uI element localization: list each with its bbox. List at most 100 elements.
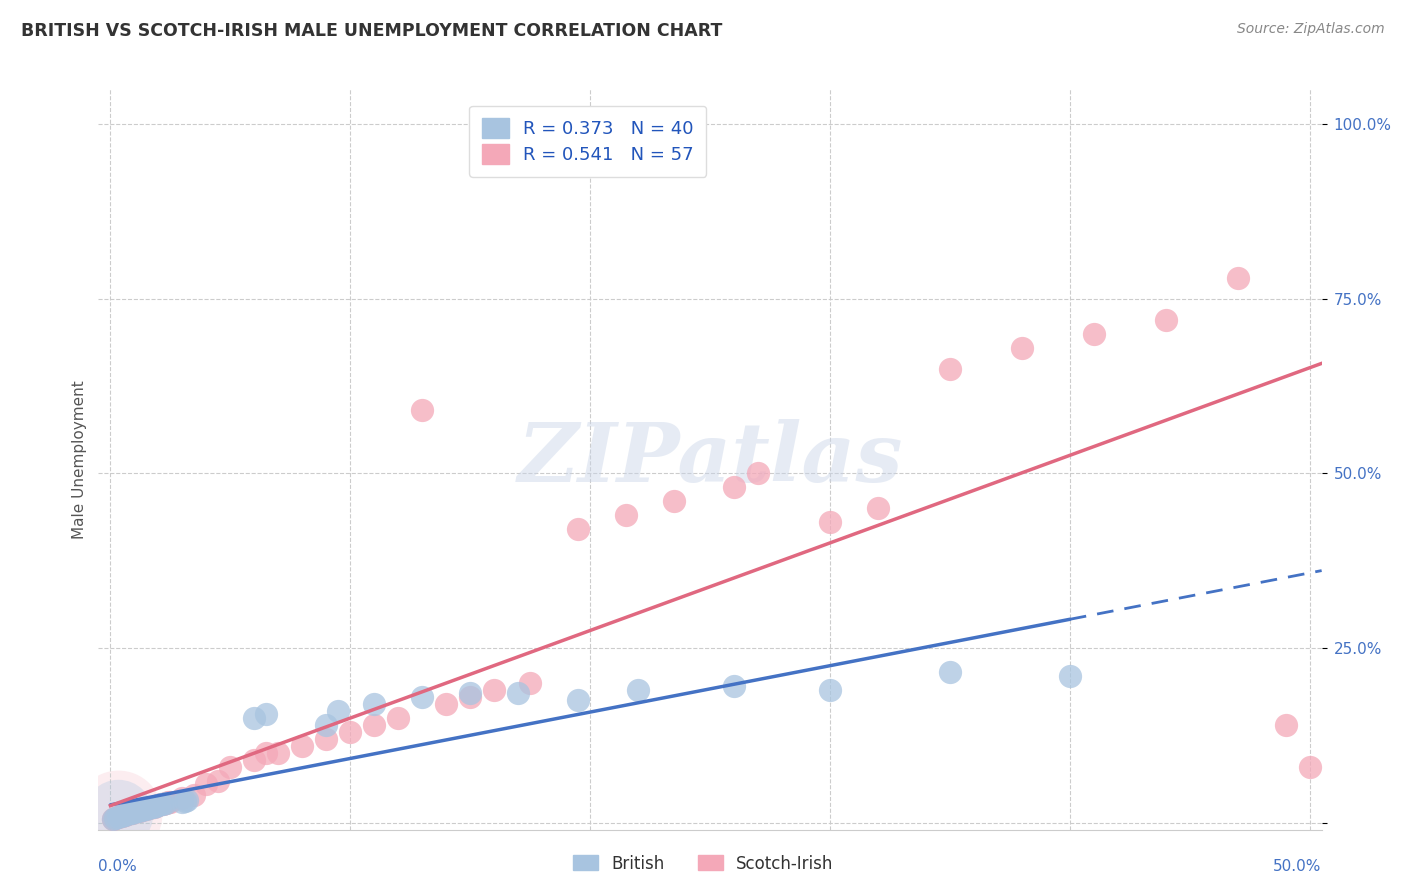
Point: [115, 807, 138, 822]
Text: 0.0%: 0.0%: [98, 859, 138, 874]
Point: [291, 739, 314, 753]
Point: [118, 806, 141, 821]
Point: [267, 746, 290, 760]
Point: [411, 403, 433, 417]
Point: [458, 690, 481, 704]
Point: [131, 803, 153, 817]
Point: [387, 711, 409, 725]
Point: [243, 753, 266, 767]
Point: [1226, 270, 1249, 285]
Point: [723, 480, 745, 494]
Point: [142, 799, 165, 814]
Point: [243, 711, 266, 725]
Point: [339, 724, 361, 739]
Point: [254, 746, 277, 760]
Point: [125, 805, 148, 819]
Point: [172, 791, 194, 805]
Point: [128, 804, 150, 818]
Point: [434, 697, 457, 711]
Point: [115, 807, 138, 822]
Point: [124, 805, 146, 819]
Legend: British, Scotch-Irish: British, Scotch-Irish: [567, 848, 839, 880]
Point: [135, 802, 157, 816]
Point: [363, 697, 385, 711]
Point: [1154, 312, 1177, 326]
Point: [111, 808, 134, 822]
Point: [148, 798, 170, 813]
Point: [159, 795, 181, 809]
Point: [142, 799, 165, 814]
Point: [315, 731, 337, 746]
Point: [183, 788, 205, 802]
Point: [195, 777, 218, 791]
Point: [145, 798, 167, 813]
Point: [101, 812, 124, 826]
Point: [482, 682, 505, 697]
Point: [155, 796, 177, 810]
Point: [1083, 326, 1105, 341]
Point: [128, 804, 150, 818]
Text: Source: ZipAtlas.com: Source: ZipAtlas.com: [1237, 22, 1385, 37]
Point: [363, 718, 385, 732]
Point: [121, 805, 143, 820]
Point: [152, 797, 174, 811]
Point: [138, 801, 160, 815]
Point: [176, 793, 198, 807]
Point: [939, 361, 962, 376]
Point: [125, 805, 148, 819]
Point: [662, 494, 685, 508]
Point: [411, 690, 433, 704]
Point: [135, 802, 157, 816]
Point: [114, 808, 136, 822]
Text: 50.0%: 50.0%: [1274, 859, 1322, 874]
Point: [614, 508, 637, 523]
Point: [315, 718, 337, 732]
Point: [107, 807, 129, 822]
Point: [939, 665, 962, 680]
Point: [118, 806, 141, 821]
Point: [104, 811, 127, 825]
Legend: R = 0.373   N = 40, R = 0.541   N = 57: R = 0.373 N = 40, R = 0.541 N = 57: [470, 105, 706, 177]
Point: [567, 693, 589, 707]
Point: [148, 798, 170, 813]
Point: [104, 811, 127, 825]
Point: [254, 707, 277, 722]
Point: [152, 797, 174, 811]
Point: [107, 807, 129, 822]
Point: [818, 682, 841, 697]
Point: [132, 802, 155, 816]
Point: [149, 797, 172, 812]
Point: [1298, 760, 1320, 774]
Point: [723, 679, 745, 693]
Point: [101, 812, 124, 826]
Point: [866, 501, 889, 516]
Point: [132, 802, 155, 816]
Point: [747, 467, 769, 481]
Point: [173, 794, 195, 808]
Point: [107, 810, 129, 824]
Point: [172, 795, 194, 809]
Point: [328, 704, 350, 718]
Point: [121, 805, 143, 820]
Point: [1274, 718, 1296, 732]
Point: [114, 808, 136, 822]
Point: [519, 676, 541, 690]
Point: [138, 801, 160, 815]
Point: [156, 795, 179, 809]
Point: [508, 686, 530, 700]
Point: [219, 760, 242, 774]
Point: [207, 773, 229, 788]
Point: [145, 798, 167, 813]
Point: [111, 808, 134, 822]
Point: [1011, 341, 1033, 355]
Point: [567, 522, 589, 536]
Text: BRITISH VS SCOTCH-IRISH MALE UNEMPLOYMENT CORRELATION CHART: BRITISH VS SCOTCH-IRISH MALE UNEMPLOYMEN…: [21, 22, 723, 40]
Point: [818, 515, 841, 529]
Point: [1059, 669, 1081, 683]
Point: [627, 682, 650, 697]
Point: [141, 800, 163, 814]
Y-axis label: Male Unemployment: Male Unemployment: [72, 380, 87, 539]
Point: [124, 805, 146, 819]
Point: [108, 809, 131, 823]
Text: ZIPatlas: ZIPatlas: [517, 419, 903, 500]
